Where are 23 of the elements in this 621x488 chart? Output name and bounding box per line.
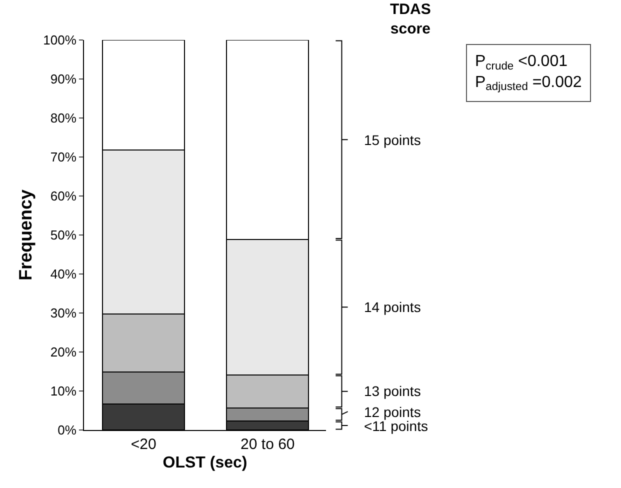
text: P$_{crude}$ <0.001 (475, 53, 568, 72)
legend-label: 13 points (364, 383, 421, 399)
y-tick-label: 0% (58, 422, 77, 438)
y-tick-label: 80% (50, 110, 77, 126)
x-axis-title: OLST (sec) (162, 454, 248, 472)
y-tick-label: 70% (50, 150, 77, 165)
text: <11 points (364, 418, 428, 434)
y-tick-label: 20% (50, 344, 77, 360)
y-tick-label: 30% (50, 306, 77, 321)
y-tick-label: 60% (50, 188, 77, 204)
legend-label: 12 points (364, 404, 421, 420)
legend-label: 14 points (364, 299, 421, 315)
text: P$_{adjusted}$ =0.002 (475, 74, 582, 94)
legend-title: TDAS score (390, 1, 431, 38)
y-tick-label: 100% (43, 32, 77, 48)
legend-label: 15 points (364, 132, 421, 148)
y-tick-label: 40% (50, 266, 77, 282)
y-tick-label: 90% (50, 72, 77, 87)
y-axis-title: Frequency (15, 189, 36, 281)
x-tick-label: <20 (130, 436, 156, 453)
x-tick-label: 20 to 60 (240, 436, 295, 453)
y-tick-label: 10% (50, 384, 77, 399)
y-tick-label: 50% (50, 228, 77, 243)
